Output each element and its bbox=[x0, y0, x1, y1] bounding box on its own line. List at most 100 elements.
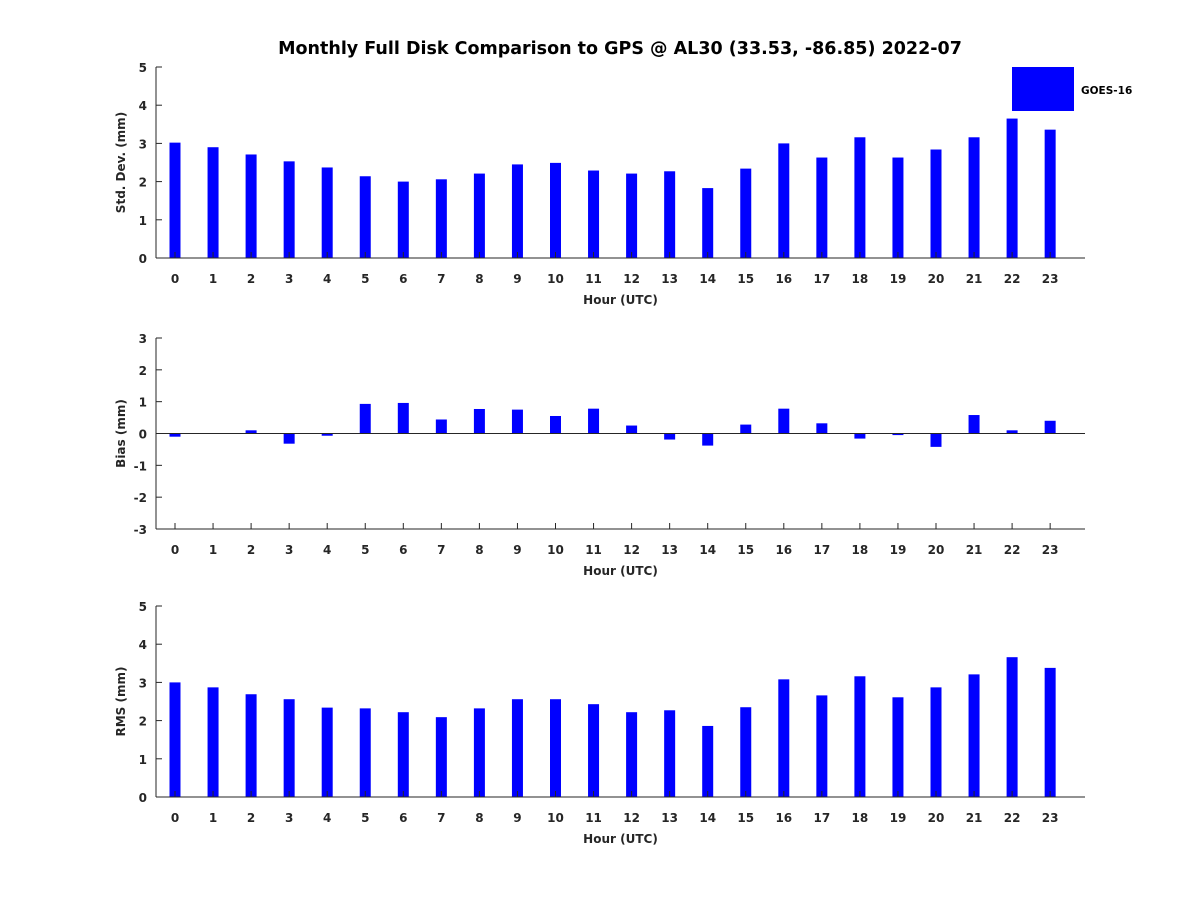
x-tick-label: 18 bbox=[852, 543, 869, 557]
bar-hour-8 bbox=[473, 708, 485, 797]
bar-hour-13 bbox=[664, 433, 676, 440]
x-tick-label: 20 bbox=[928, 811, 945, 825]
legend: GOES-16 bbox=[1012, 67, 1132, 111]
x-tick-label: 7 bbox=[437, 272, 445, 286]
y-tick-label: 2 bbox=[139, 715, 147, 729]
x-tick-label: 19 bbox=[890, 272, 907, 286]
bar-hour-19 bbox=[892, 157, 904, 258]
bar-hour-1 bbox=[207, 687, 219, 797]
bar-hour-2 bbox=[245, 430, 257, 434]
x-tick-label: 6 bbox=[399, 272, 407, 286]
x-tick-label: 19 bbox=[890, 811, 907, 825]
y-tick-label: -2 bbox=[134, 491, 147, 505]
x-tick-label: 12 bbox=[623, 543, 640, 557]
bar-hour-22 bbox=[1006, 657, 1018, 797]
x-tick-label: 0 bbox=[171, 543, 179, 557]
x-tick-label: 7 bbox=[437, 543, 445, 557]
bar-hour-21 bbox=[968, 674, 980, 797]
x-tick-label: 15 bbox=[737, 811, 754, 825]
x-tick-label: 18 bbox=[852, 272, 869, 286]
x-tick-label: 20 bbox=[928, 272, 945, 286]
x-tick-label: 5 bbox=[361, 811, 369, 825]
x-tick-label: 6 bbox=[399, 543, 407, 557]
bar-hour-10 bbox=[550, 415, 561, 434]
y-tick-label: 0 bbox=[139, 791, 147, 805]
bar-hour-16 bbox=[778, 408, 790, 434]
bar-hour-23 bbox=[1044, 420, 1056, 434]
bar-hour-19 bbox=[892, 433, 904, 436]
y-tick-label: 1 bbox=[139, 396, 147, 410]
bar-hour-23 bbox=[1044, 667, 1056, 797]
bar-hour-20 bbox=[930, 687, 942, 797]
bar-hour-14 bbox=[702, 188, 714, 258]
y-tick-label: 3 bbox=[139, 332, 147, 346]
bar-hour-1 bbox=[207, 147, 219, 258]
x-tick-label: 4 bbox=[323, 811, 331, 825]
bar-hour-21 bbox=[968, 137, 980, 258]
chart-title: Monthly Full Disk Comparison to GPS @ AL… bbox=[278, 39, 962, 59]
x-tick-label: 5 bbox=[361, 272, 369, 286]
x-tick-label: 6 bbox=[399, 811, 407, 825]
x-tick-label: 21 bbox=[966, 543, 983, 557]
bar-hour-9 bbox=[511, 409, 523, 434]
x-tick-label: 14 bbox=[699, 543, 716, 557]
bar-hour-5 bbox=[359, 176, 371, 258]
y-tick-label: 1 bbox=[139, 753, 147, 767]
x-tick-label: 22 bbox=[1004, 811, 1021, 825]
x-tick-label: 0 bbox=[171, 811, 179, 825]
bar-hour-18 bbox=[854, 137, 866, 258]
bar-hour-9 bbox=[511, 699, 523, 797]
bar-hour-4 bbox=[321, 433, 333, 436]
x-tick-label: 23 bbox=[1042, 272, 1059, 286]
y-axis-label: Bias (mm) bbox=[114, 399, 128, 468]
x-tick-label: 13 bbox=[661, 272, 678, 286]
x-tick-label: 10 bbox=[547, 811, 564, 825]
bar-hour-14 bbox=[702, 433, 714, 446]
x-tick-label: 17 bbox=[813, 811, 830, 825]
y-tick-label: 3 bbox=[139, 676, 147, 690]
bar-hour-14 bbox=[702, 725, 714, 797]
x-tick-label: 23 bbox=[1042, 811, 1059, 825]
x-tick-label: 11 bbox=[585, 543, 602, 557]
bar-hour-7 bbox=[435, 179, 447, 258]
bar-hour-12 bbox=[626, 173, 638, 258]
x-tick-label: 15 bbox=[737, 543, 754, 557]
bar-hour-0 bbox=[169, 433, 181, 437]
x-tick-label: 1 bbox=[209, 811, 217, 825]
bar-hour-20 bbox=[930, 149, 942, 258]
x-tick-label: 0 bbox=[171, 272, 179, 286]
y-tick-label: 3 bbox=[139, 137, 147, 151]
bar-hour-11 bbox=[588, 408, 600, 434]
y-tick-label: 0 bbox=[139, 428, 147, 442]
legend-swatch-goes-16 bbox=[1012, 67, 1074, 111]
x-tick-label: 16 bbox=[775, 811, 792, 825]
x-tick-label: 15 bbox=[737, 272, 754, 286]
x-axis-label: Hour (UTC) bbox=[583, 293, 658, 307]
y-tick-label: 4 bbox=[139, 99, 147, 113]
bar-hour-4 bbox=[321, 167, 333, 258]
y-tick-label: 5 bbox=[139, 61, 147, 75]
bar-hour-17 bbox=[816, 695, 828, 797]
x-tick-label: 16 bbox=[775, 272, 792, 286]
x-tick-label: 12 bbox=[623, 272, 640, 286]
bar-hour-18 bbox=[854, 433, 866, 439]
x-tick-label: 9 bbox=[513, 272, 521, 286]
bar-hour-4 bbox=[321, 707, 333, 797]
x-tick-label: 21 bbox=[966, 272, 983, 286]
bar-hour-8 bbox=[473, 173, 485, 258]
bar-hour-3 bbox=[283, 161, 295, 258]
bar-hour-22 bbox=[1006, 118, 1018, 258]
bar-hour-11 bbox=[588, 170, 600, 258]
x-tick-label: 14 bbox=[699, 272, 716, 286]
x-tick-label: 10 bbox=[547, 543, 564, 557]
x-tick-label: 22 bbox=[1004, 543, 1021, 557]
x-tick-label: 18 bbox=[852, 811, 869, 825]
bar-hour-16 bbox=[778, 143, 790, 258]
x-tick-label: 8 bbox=[475, 272, 483, 286]
x-tick-label: 3 bbox=[285, 543, 293, 557]
bar-hour-17 bbox=[816, 157, 828, 258]
